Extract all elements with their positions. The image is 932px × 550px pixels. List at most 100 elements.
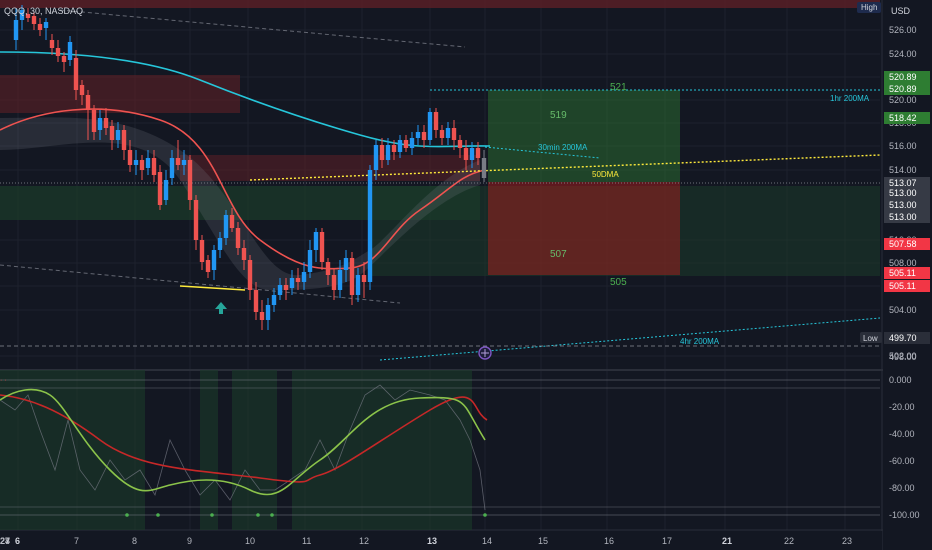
candle-body	[145, 158, 151, 168]
red-zone-top-left	[0, 75, 240, 113]
osc-tick: -40.00	[889, 429, 915, 439]
price-label: 520.89	[889, 72, 917, 82]
high-tag-bg	[857, 2, 881, 13]
level-507-label: 507	[550, 249, 567, 260]
oscillator-raw-line	[0, 384, 486, 511]
svg-text:· ·: · ·	[0, 377, 7, 384]
candle-body	[187, 160, 193, 200]
candle-body	[97, 118, 103, 130]
candle-body	[223, 215, 229, 238]
oscillator-axis[interactable]: 0.000 -20.00 -40.00 -60.00 -80.00 -100.00	[889, 375, 920, 520]
candle-body	[115, 130, 121, 140]
candle-body	[109, 126, 115, 140]
price-tick: 502.00	[889, 351, 917, 361]
stop-loss-zone	[488, 182, 680, 275]
price-label: 513.07	[889, 178, 917, 188]
candle-body	[241, 248, 247, 260]
currency-label[interactable]: USD	[891, 6, 911, 16]
candle-body	[283, 285, 289, 290]
time-tick: 13	[427, 536, 437, 546]
time-tick: 9	[187, 536, 192, 546]
candle-body	[199, 240, 205, 262]
target-profit-zone	[488, 90, 680, 182]
price-tick: 516.00	[889, 141, 917, 151]
level-505-label: 505	[610, 277, 627, 288]
ma-band	[0, 117, 480, 290]
candle-body	[73, 58, 79, 90]
low-tag: Low	[863, 334, 878, 343]
price-label: 499.70	[889, 333, 917, 343]
price-labels: 520.89520.89518.42513.07513.00513.00513.…	[884, 71, 930, 344]
ma-30min-label: 30min 200MA	[538, 143, 588, 152]
candle-body	[103, 118, 109, 128]
candle-body	[475, 148, 481, 158]
support-yellow-line	[179, 285, 246, 291]
price-label-bg	[884, 211, 930, 223]
price-tick: 504.00	[889, 305, 917, 315]
candle-body	[343, 258, 349, 270]
price-tick: 520.00	[889, 95, 917, 105]
green-zone-right	[370, 186, 880, 276]
price-tick: 498.00	[889, 352, 917, 362]
ma-4hr-label: 4hr 200MA	[680, 337, 720, 346]
level-521-label: 521	[610, 82, 627, 93]
trendline-bottom	[0, 264, 401, 304]
candle-body	[37, 24, 43, 30]
four-hr-200ma-line	[379, 317, 881, 361]
level-519-label: 519	[550, 110, 567, 121]
price-label-bg	[884, 238, 930, 250]
candle-body	[79, 85, 85, 95]
price-label-bg	[884, 112, 930, 124]
candle-body	[181, 160, 187, 165]
candle-body	[421, 132, 427, 140]
candle-body	[463, 148, 469, 160]
candle-body	[391, 145, 397, 152]
price-tick: 524.00	[889, 49, 917, 59]
candle-body	[49, 40, 55, 48]
candle-body	[235, 228, 241, 248]
candle-body	[85, 95, 91, 110]
fifty-dma-line	[249, 154, 881, 181]
candle-body	[481, 158, 487, 178]
trendline-top	[59, 9, 466, 48]
candle-body	[445, 128, 451, 138]
candle-body	[55, 48, 61, 56]
price-label: 505.11	[889, 268, 916, 278]
candle-body	[379, 145, 385, 160]
candle-body	[229, 215, 235, 228]
time-tick: 12	[359, 536, 369, 546]
green-up-arrow-icon	[215, 302, 227, 314]
candle-body	[43, 22, 49, 28]
candle-body	[403, 140, 409, 148]
candle-body	[355, 275, 361, 295]
candle-body	[433, 112, 439, 130]
candle-body	[289, 278, 295, 288]
candle-body	[127, 150, 133, 165]
cyan-200ma-line	[0, 51, 491, 148]
price-label-bg	[884, 177, 930, 189]
price-label: 513.00	[889, 200, 917, 210]
candle-body	[91, 110, 97, 132]
price-label-bg	[884, 280, 930, 292]
candle-body	[415, 132, 421, 138]
candle-body	[319, 232, 325, 262]
osc-tick: -60.00	[889, 456, 915, 466]
top-red-band	[0, 0, 880, 8]
osc-tick: 0.000	[889, 375, 912, 385]
candle-body	[385, 145, 391, 160]
candlesticks	[13, 5, 487, 330]
price-label-bg	[884, 332, 930, 344]
candle-body	[271, 295, 277, 305]
price-label: 518.42	[889, 113, 917, 123]
candle-body	[361, 275, 367, 282]
time-tick: 22	[784, 536, 794, 546]
ma-50-label: 50DMA	[592, 170, 619, 179]
candle-body	[193, 200, 199, 240]
candle-body	[337, 270, 343, 290]
time-tick: 16	[604, 536, 614, 546]
time-tick: 27	[0, 536, 10, 546]
osc-tick: -20.00	[889, 402, 915, 412]
symbol-title[interactable]: QQQ, 30, NASDAQ	[4, 6, 84, 16]
